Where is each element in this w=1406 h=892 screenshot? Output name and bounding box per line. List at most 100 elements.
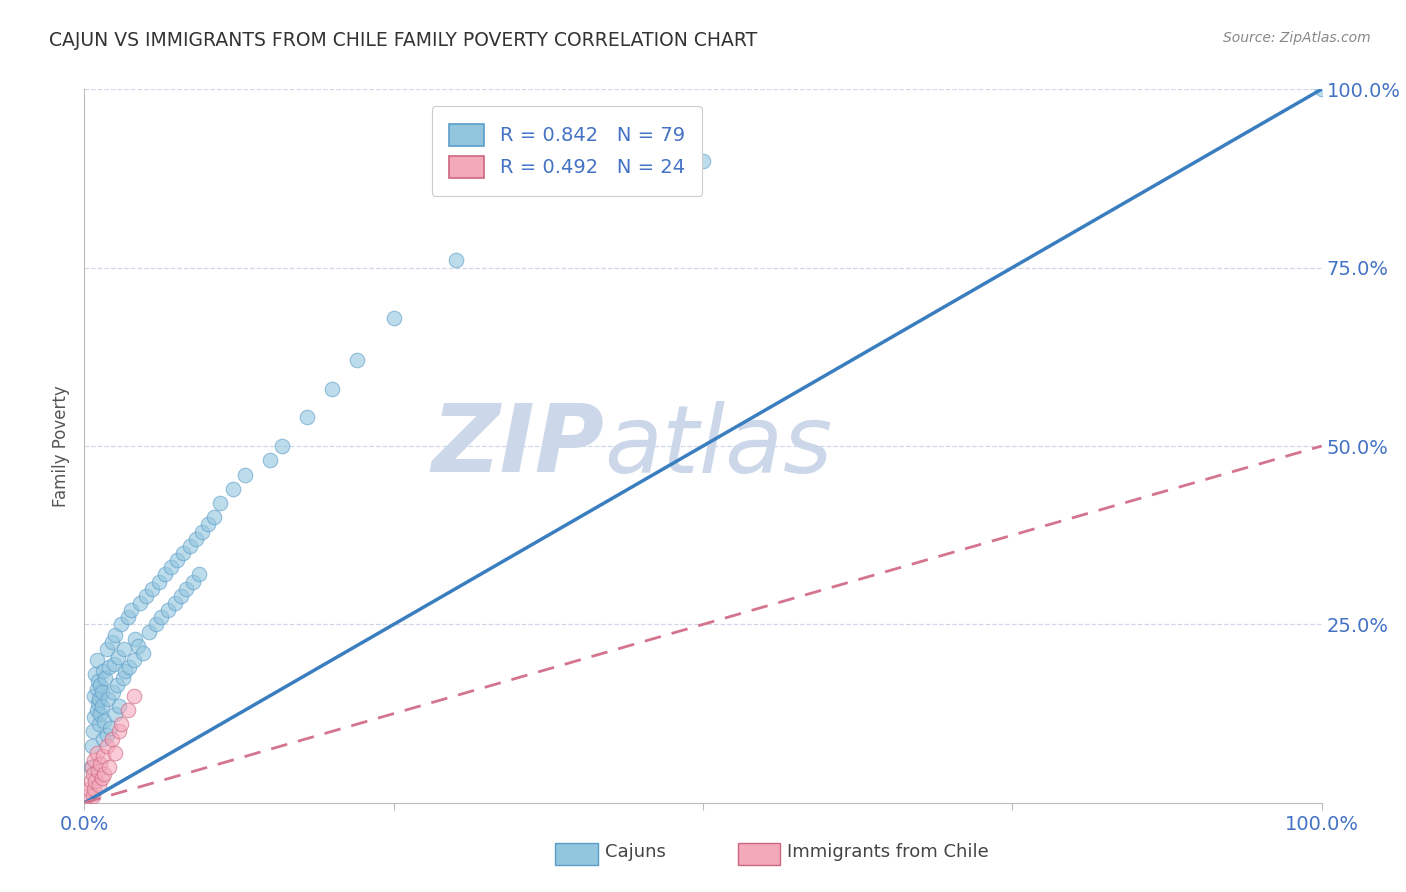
Point (96, 728, 118, 742)
Point (100, 635, 122, 649)
Point (150, 610, 173, 624)
Point (84, 667, 107, 681)
Point (191, 524, 214, 539)
Point (104, 746, 127, 760)
Point (86, 746, 108, 760)
Point (89, 756, 111, 771)
Point (90, 685, 112, 699)
Point (382, 310, 405, 325)
Point (120, 603, 142, 617)
Point (79, 760, 101, 774)
Point (87, 696, 110, 710)
Point (91, 731, 114, 746)
Point (82, 789, 104, 803)
Point (80, 760, 103, 774)
Point (160, 560, 183, 574)
Point (271, 439, 294, 453)
Point (91, 749, 114, 764)
Point (86, 703, 108, 717)
Point (97, 692, 120, 706)
Point (111, 671, 134, 685)
Point (89, 717, 111, 731)
Point (174, 582, 197, 596)
Text: atlas: atlas (605, 401, 832, 491)
Point (138, 624, 160, 639)
Point (188, 567, 211, 582)
Point (108, 699, 131, 714)
Point (295, 410, 318, 425)
Point (82, 724, 104, 739)
Point (117, 610, 139, 624)
Point (131, 646, 153, 660)
Point (82, 767, 104, 781)
Point (98, 760, 121, 774)
Point (103, 657, 125, 671)
Point (100, 731, 122, 746)
Point (118, 660, 141, 674)
Point (321, 382, 343, 396)
Point (127, 639, 149, 653)
Point (148, 574, 170, 589)
Point (129, 596, 152, 610)
Point (107, 649, 129, 664)
Point (153, 567, 176, 582)
Point (104, 706, 127, 721)
Point (84, 774, 107, 789)
Point (122, 689, 145, 703)
Point (86, 653, 108, 667)
Point (209, 496, 232, 510)
Point (77, 789, 100, 803)
Point (135, 589, 157, 603)
Text: ZIP: ZIP (432, 400, 605, 492)
Point (124, 632, 146, 646)
Point (86, 681, 108, 696)
Point (179, 539, 201, 553)
Point (157, 603, 180, 617)
Point (98, 660, 121, 674)
Y-axis label: Family Poverty: Family Poverty (52, 385, 70, 507)
Text: Cajuns: Cajuns (605, 843, 665, 861)
Legend: R = 0.842   N = 79, R = 0.492   N = 24: R = 0.842 N = 79, R = 0.492 N = 24 (432, 106, 702, 195)
Point (122, 653, 145, 667)
Point (170, 589, 193, 603)
Text: Source: ZipAtlas.com: Source: ZipAtlas.com (1223, 31, 1371, 45)
Point (79, 774, 101, 789)
Point (184, 532, 207, 546)
Point (197, 517, 219, 532)
Point (83, 753, 105, 767)
Point (79, 781, 101, 796)
Point (93, 714, 115, 728)
Point (93, 767, 115, 781)
Point (692, 153, 714, 168)
Point (87, 764, 110, 778)
Point (117, 703, 139, 717)
Point (105, 678, 128, 692)
Point (346, 353, 368, 368)
Point (96, 642, 118, 657)
Point (259, 453, 281, 467)
Point (83, 689, 105, 703)
Point (80, 739, 103, 753)
Point (233, 467, 256, 482)
Point (163, 596, 186, 610)
Point (83, 781, 105, 796)
Point (444, 253, 467, 268)
Point (202, 510, 225, 524)
Point (98, 721, 121, 735)
Point (90, 771, 112, 785)
Text: CAJUN VS IMMIGRANTS FROM CHILE FAMILY POVERTY CORRELATION CHART: CAJUN VS IMMIGRANTS FROM CHILE FAMILY PO… (49, 31, 758, 50)
Point (172, 546, 194, 560)
Point (90, 699, 112, 714)
Point (222, 482, 245, 496)
Point (89, 706, 111, 721)
Point (91, 664, 114, 678)
Point (108, 724, 131, 739)
Point (89, 678, 111, 692)
Point (114, 664, 136, 678)
Point (1310, 82, 1333, 96)
Point (96, 739, 118, 753)
Point (104, 628, 127, 642)
Point (110, 617, 132, 632)
Text: Immigrants from Chile: Immigrants from Chile (787, 843, 988, 861)
Point (87, 674, 110, 689)
